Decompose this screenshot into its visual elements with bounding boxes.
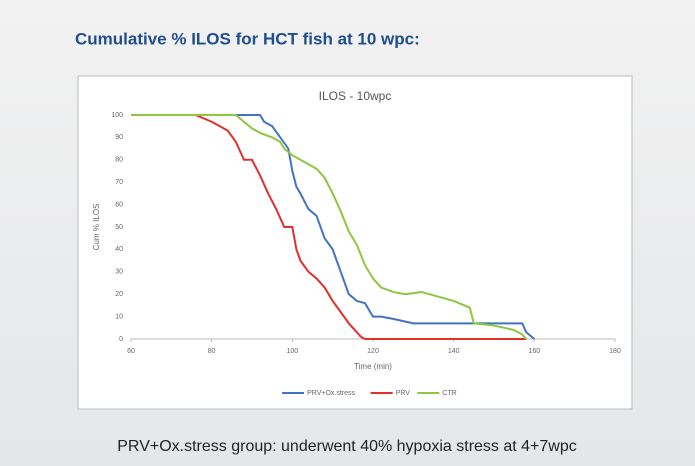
legend-label: PRV+Ox.stress [307,390,355,397]
chart-title: ILOS - 10wpc [319,89,392,103]
y-tick-label: 0 [119,336,123,343]
y-tick-label: 70 [115,179,123,186]
y-tick-label: 90 [115,134,123,141]
y-tick-label: 80 [115,157,123,164]
y-tick-label: 50 [115,224,123,231]
y-axis-label: Cum % ILOS [92,204,101,251]
series-line [131,114,527,340]
legend-label: PRV [396,390,411,397]
x-axis-label: Time (min) [354,362,392,371]
x-tick-label: 120 [367,348,379,355]
y-tick-label: 40 [115,246,123,253]
series-line [131,114,528,340]
footer-note: PRV+Ox.stress group: underwent 40% hypox… [117,438,577,455]
legend-label: CTR [442,390,456,397]
y-tick-label: 30 [115,269,123,276]
x-tick-label: 180 [609,348,621,355]
y-tick-label: 60 [115,201,123,208]
y-tick-label: 100 [111,112,123,119]
y-tick-label: 10 [115,313,123,320]
x-tick-label: 140 [448,348,460,355]
x-tick-label: 160 [528,348,540,355]
y-tick-label: 20 [115,291,123,298]
slide-title: Cumulative % ILOS for HCT fish at 10 wpc… [75,29,420,48]
x-tick-label: 80 [208,348,216,355]
series-line [131,114,535,340]
x-tick-label: 60 [127,348,135,355]
x-tick-label: 100 [286,348,298,355]
